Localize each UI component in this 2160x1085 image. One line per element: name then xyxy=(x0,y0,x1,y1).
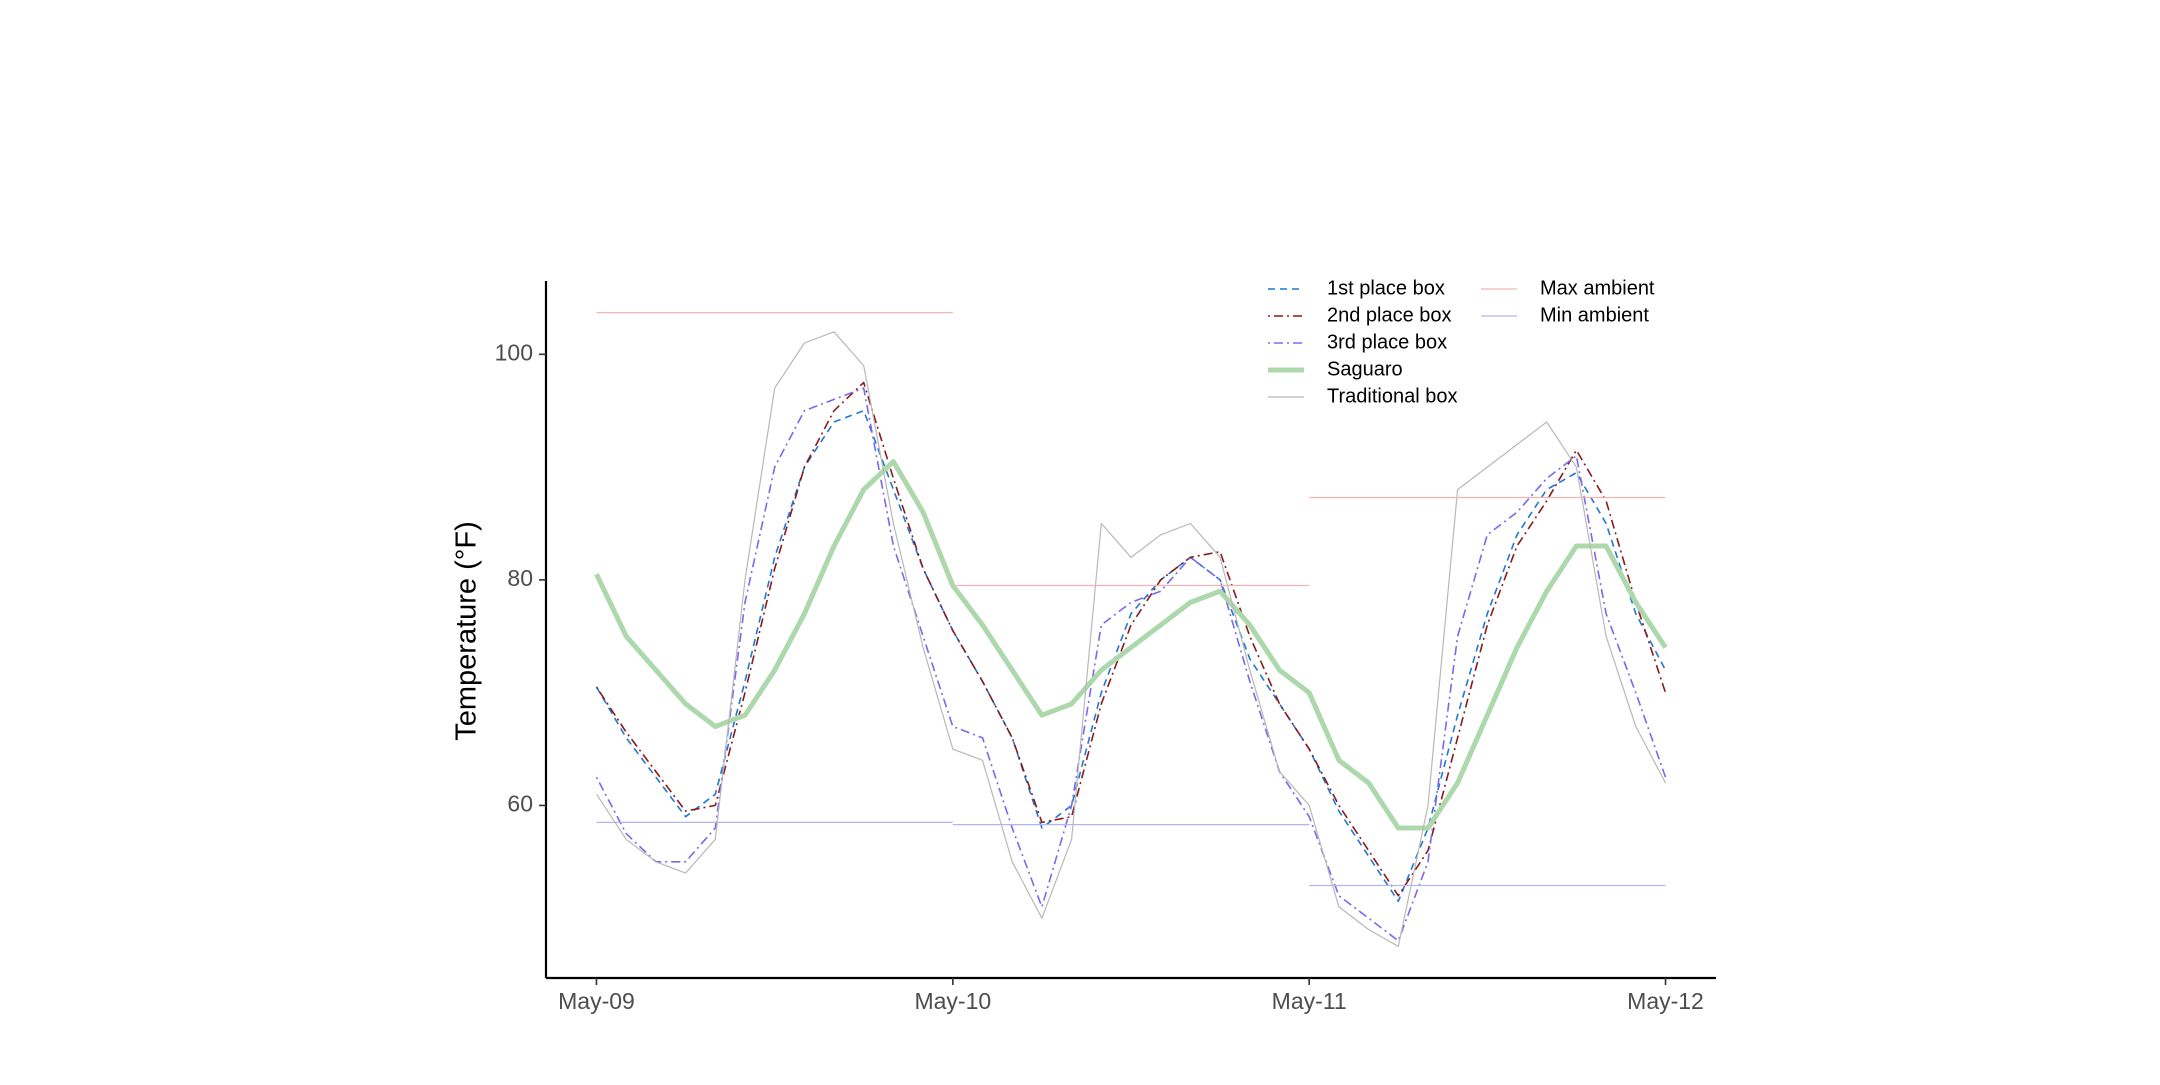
series-line xyxy=(595,409,1667,903)
x-tick-label: May-10 xyxy=(914,988,991,1014)
x-tick-label: May-09 xyxy=(558,988,635,1014)
y-axis-label: Temperature (°F) xyxy=(451,521,483,740)
legend-label: Saguaro xyxy=(1327,358,1403,380)
legend-label: Traditional box xyxy=(1327,385,1457,407)
y-tick-label: 60 xyxy=(507,791,533,817)
legend-label: Max ambient xyxy=(1540,277,1655,299)
series-line xyxy=(595,381,1667,897)
y-tick-label: 80 xyxy=(507,565,533,591)
series-line xyxy=(596,821,1666,887)
series-line xyxy=(595,331,1667,947)
series-line xyxy=(595,387,1667,942)
x-tick-label: May-11 xyxy=(1272,988,1347,1014)
series-line xyxy=(594,459,1668,831)
series-line xyxy=(596,312,1666,587)
legend-label: 2nd place box xyxy=(1327,304,1452,326)
y-tick-label: 100 xyxy=(495,339,533,365)
legend-label: Min ambient xyxy=(1540,304,1649,326)
x-tick-label: May-12 xyxy=(1627,988,1704,1014)
legend-label: 3rd place box xyxy=(1327,331,1447,353)
legend-label: 1st place box xyxy=(1327,277,1445,299)
